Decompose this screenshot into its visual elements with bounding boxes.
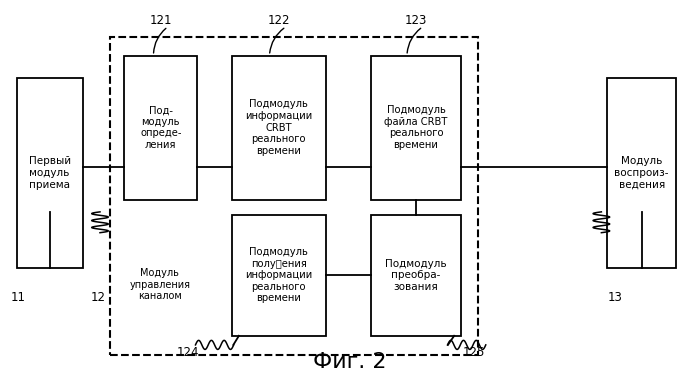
Text: 123: 123 <box>405 15 427 27</box>
Text: Модуль
воспроиз-
ведения: Модуль воспроиз- ведения <box>615 156 669 190</box>
FancyBboxPatch shape <box>232 215 326 336</box>
FancyBboxPatch shape <box>111 37 479 355</box>
Text: Модуль
управления
каналом: Модуль управления каналом <box>130 268 190 301</box>
Text: 11: 11 <box>10 291 26 304</box>
FancyBboxPatch shape <box>232 56 326 200</box>
Text: 124: 124 <box>177 346 199 359</box>
Text: 13: 13 <box>608 291 623 304</box>
Text: Подмодуль
полуफ़ения
информации
реального
времени: Подмодуль полуफ़ения информации реального… <box>245 247 312 303</box>
FancyBboxPatch shape <box>125 56 197 200</box>
Text: 125: 125 <box>463 346 485 359</box>
Text: Под-
модуль
опреде-
ления: Под- модуль опреде- ления <box>140 105 181 150</box>
Text: 121: 121 <box>150 15 172 27</box>
FancyBboxPatch shape <box>371 56 461 200</box>
Text: Подмодуль
преобра-
зования: Подмодуль преобра- зования <box>385 259 447 292</box>
Text: Подмодуль
информации
CRBT
реального
времени: Подмодуль информации CRBT реального врем… <box>245 99 312 156</box>
Text: Подмодуль
файла CRBT
реального
времени: Подмодуль файла CRBT реального времени <box>384 105 448 150</box>
Text: 12: 12 <box>91 291 106 304</box>
Text: 122: 122 <box>268 15 290 27</box>
Text: Фиг. 2: Фиг. 2 <box>314 352 386 372</box>
FancyBboxPatch shape <box>17 78 83 268</box>
Text: Первый
модуль
приема: Первый модуль приема <box>29 156 71 190</box>
FancyBboxPatch shape <box>607 78 676 268</box>
FancyBboxPatch shape <box>371 215 461 336</box>
